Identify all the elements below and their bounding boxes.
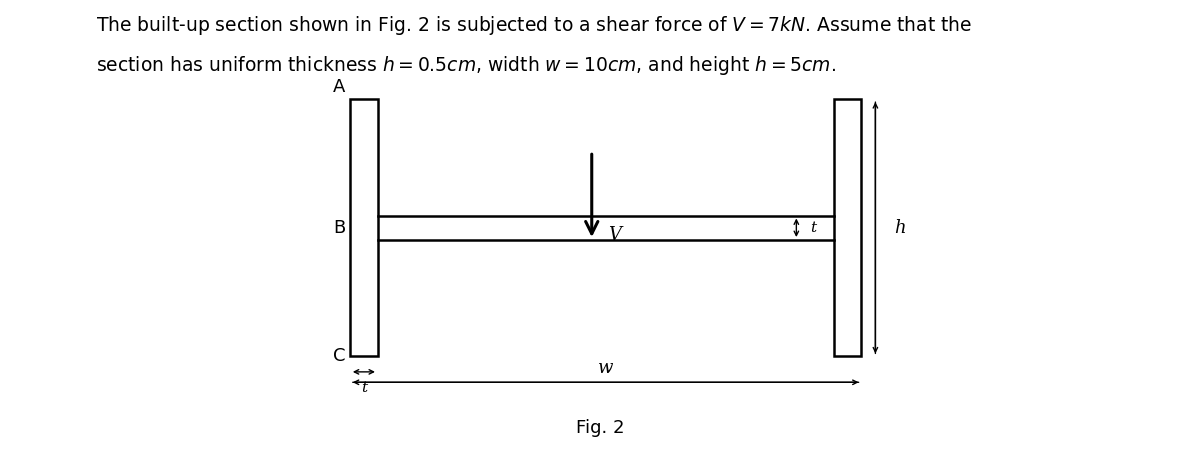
Text: h: h — [894, 219, 906, 237]
Text: The built-up section shown in Fig. 2 is subjected to a shear force of $V = 7kN$.: The built-up section shown in Fig. 2 is … — [96, 14, 972, 37]
Bar — [834, 99, 862, 356]
Text: t: t — [361, 381, 367, 395]
Text: section has uniform thickness $h = 0.5cm$, width $w = 10cm$, and height $h = 5cm: section has uniform thickness $h = 0.5cm… — [96, 54, 836, 77]
Text: C: C — [332, 347, 346, 365]
Text: A: A — [332, 78, 346, 96]
Text: t: t — [810, 221, 816, 235]
Text: B: B — [334, 219, 346, 237]
Text: V: V — [608, 226, 622, 244]
Bar — [350, 99, 378, 356]
Text: w: w — [598, 359, 613, 377]
Text: Fig. 2: Fig. 2 — [576, 419, 624, 437]
